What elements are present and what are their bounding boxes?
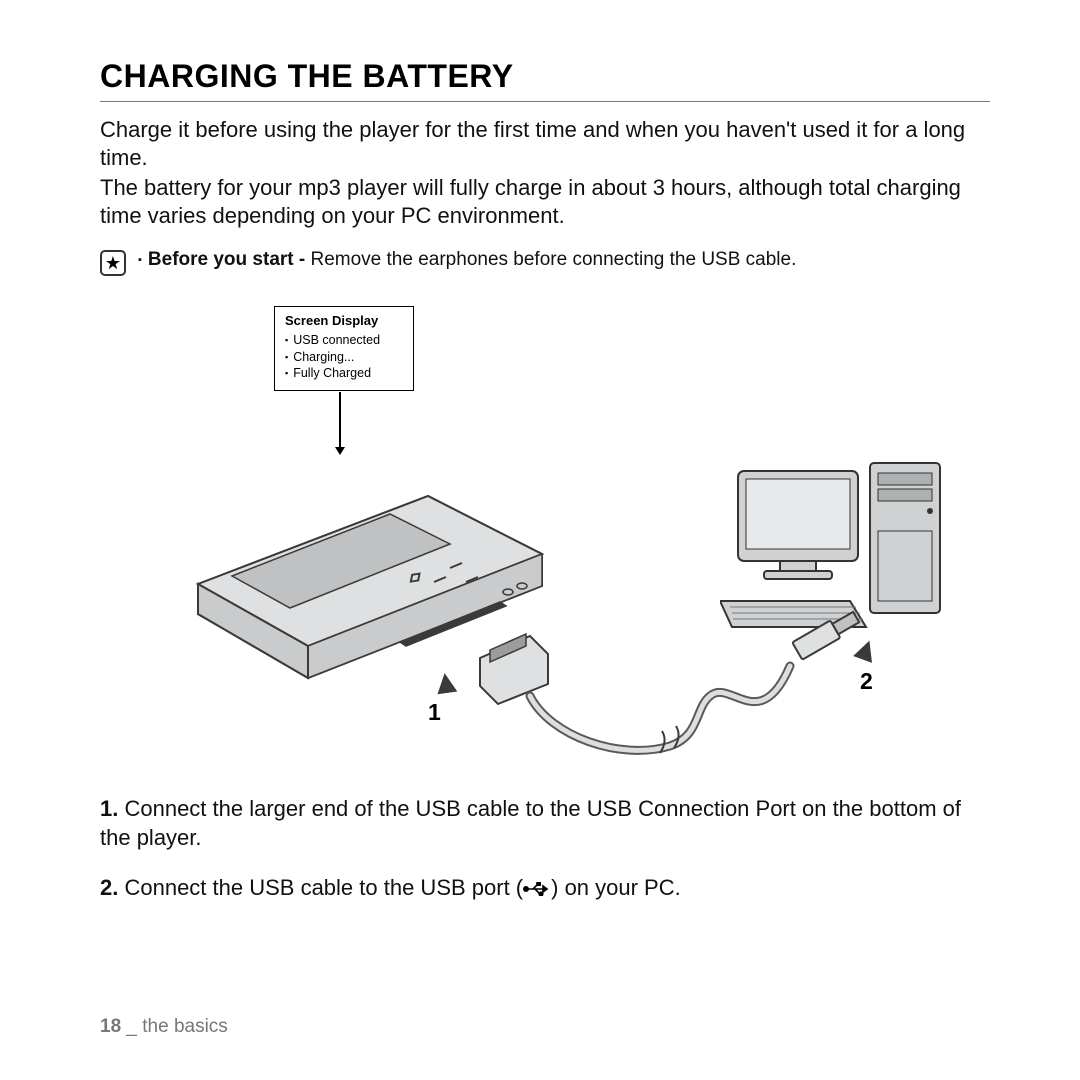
step-1-num: 1. <box>100 796 118 821</box>
step-2-num: 2. <box>100 875 118 900</box>
step-2: 2. Connect the USB cable to the USB port… <box>100 873 990 903</box>
page-title: CHARGING THE BATTERY <box>100 58 990 102</box>
page-footer: 18 _ the basics <box>100 1016 228 1038</box>
bullet-icon: ▪ <box>138 254 142 266</box>
mp3-player-illustration <box>190 456 550 686</box>
intro-p1: Charge it before using the player for th… <box>100 116 990 172</box>
step-2-text-b: ) on your PC. <box>551 875 681 900</box>
step-1-text: Connect the larger end of the USB cable … <box>100 796 961 851</box>
note-lead: Before you start - <box>148 249 311 270</box>
computer-illustration <box>720 451 950 641</box>
manual-page: CHARGING THE BATTERY Charge it before us… <box>0 0 1080 1080</box>
callout-item: Fully Charged <box>285 365 403 382</box>
leader-line <box>339 392 341 448</box>
intro-block: Charge it before using the player for th… <box>100 116 990 231</box>
footer-section: the basics <box>142 1016 228 1037</box>
step-number-2: 2 <box>860 668 873 695</box>
step-1: 1. Connect the larger end of the USB cab… <box>100 794 990 853</box>
page-number: 18 <box>100 1016 121 1037</box>
intro-p2: The battery for your mp3 player will ful… <box>100 174 990 230</box>
callout-item: Charging... <box>285 349 403 366</box>
step-2-text-a: Connect the USB cable to the USB port ( <box>118 875 523 900</box>
note-text: ▪ Before you start - Remove the earphones… <box>138 249 796 271</box>
note-rest: Remove the earphones before connecting t… <box>311 249 797 270</box>
screen-display-callout: Screen Display USB connected Charging...… <box>274 306 414 392</box>
usb-icon <box>523 882 551 896</box>
step-number-1: 1 <box>428 699 441 726</box>
footer-sep: _ <box>121 1016 142 1037</box>
arrow-1-icon <box>435 671 458 694</box>
figure: Screen Display USB connected Charging...… <box>190 306 950 766</box>
callout-list: USB connected Charging... Fully Charged <box>285 332 403 383</box>
instructions: 1. Connect the larger end of the USB cab… <box>100 794 990 903</box>
callout-item: USB connected <box>285 332 403 349</box>
arrow-2-icon <box>853 637 879 663</box>
callout-heading: Screen Display <box>285 313 403 328</box>
note-row: ★ ▪ Before you start - Remove the earphon… <box>100 249 990 276</box>
star-icon: ★ <box>100 250 126 276</box>
